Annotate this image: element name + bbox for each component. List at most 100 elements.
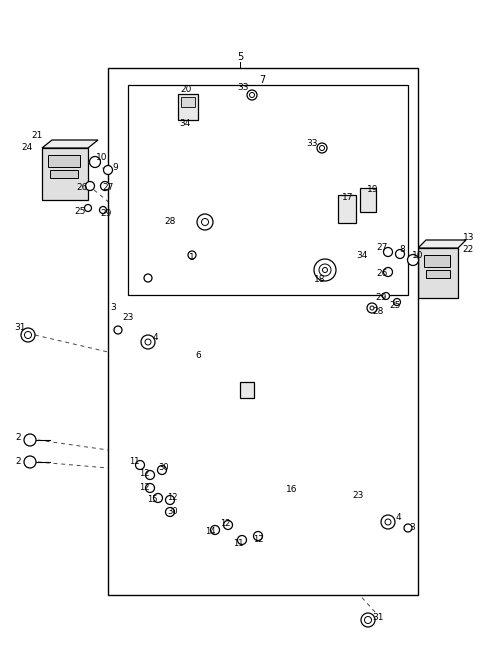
Circle shape: [320, 146, 324, 150]
Circle shape: [24, 331, 32, 338]
Text: 33: 33: [306, 138, 318, 148]
Text: 12: 12: [139, 468, 149, 478]
Text: 12: 12: [253, 535, 263, 544]
Bar: [424, 255, 450, 267]
Polygon shape: [155, 92, 405, 132]
Circle shape: [145, 339, 151, 345]
Circle shape: [404, 524, 412, 532]
Text: 4: 4: [395, 514, 401, 522]
Text: 14: 14: [205, 527, 215, 537]
Circle shape: [361, 613, 375, 627]
Circle shape: [154, 493, 163, 502]
Text: 2: 2: [15, 457, 21, 466]
Circle shape: [253, 531, 263, 541]
Text: 3: 3: [110, 304, 116, 312]
Text: 26: 26: [376, 270, 388, 279]
Text: 1: 1: [189, 253, 195, 262]
Circle shape: [224, 520, 232, 529]
Text: 28: 28: [372, 308, 384, 316]
Text: 2: 2: [15, 434, 21, 443]
Text: 11: 11: [233, 539, 243, 548]
Bar: [426, 270, 450, 278]
Text: 27: 27: [102, 184, 114, 192]
Text: 26: 26: [76, 184, 88, 192]
Circle shape: [211, 525, 219, 535]
Polygon shape: [138, 383, 372, 518]
Text: 5: 5: [237, 52, 243, 62]
Text: 17: 17: [342, 192, 354, 201]
Circle shape: [166, 508, 175, 516]
Circle shape: [21, 328, 35, 342]
Circle shape: [24, 434, 36, 446]
Text: 33: 33: [237, 83, 249, 92]
Text: 34: 34: [356, 251, 368, 260]
Polygon shape: [418, 240, 466, 248]
Circle shape: [188, 251, 196, 259]
Circle shape: [114, 326, 122, 334]
Polygon shape: [42, 148, 88, 200]
Circle shape: [384, 247, 393, 256]
Bar: [128, 85, 408, 295]
Circle shape: [144, 274, 152, 282]
Circle shape: [394, 298, 400, 306]
Circle shape: [364, 617, 372, 623]
Text: 31: 31: [372, 613, 384, 623]
Text: 20: 20: [180, 85, 192, 94]
Circle shape: [381, 515, 395, 529]
Circle shape: [104, 165, 112, 174]
Polygon shape: [42, 140, 98, 148]
Circle shape: [141, 335, 155, 349]
Text: 25: 25: [389, 302, 401, 310]
Circle shape: [370, 306, 374, 310]
Circle shape: [197, 214, 213, 230]
Text: 24: 24: [22, 142, 33, 152]
Text: 12: 12: [139, 483, 149, 491]
Circle shape: [166, 495, 175, 504]
Bar: [108, 68, 418, 595]
Text: 12: 12: [220, 518, 230, 527]
Bar: [338, 195, 356, 223]
Text: 28: 28: [164, 218, 176, 226]
Circle shape: [85, 182, 95, 190]
Text: 9: 9: [112, 163, 118, 171]
Text: 13: 13: [463, 234, 475, 243]
Text: 30: 30: [168, 508, 178, 516]
Circle shape: [100, 182, 109, 190]
Text: 21: 21: [31, 131, 43, 140]
Text: 12: 12: [167, 493, 177, 502]
Circle shape: [24, 456, 36, 468]
Text: 16: 16: [286, 485, 298, 495]
Text: 15: 15: [147, 495, 157, 504]
Circle shape: [319, 264, 331, 276]
Bar: [181, 97, 195, 107]
Text: 23: 23: [122, 314, 134, 323]
Polygon shape: [370, 400, 400, 524]
Text: 19: 19: [367, 186, 379, 194]
Circle shape: [323, 268, 327, 272]
Text: 31: 31: [14, 323, 26, 333]
Text: 23: 23: [352, 491, 364, 499]
Circle shape: [367, 303, 377, 313]
Text: 34: 34: [180, 119, 191, 129]
Circle shape: [157, 466, 167, 474]
Circle shape: [384, 268, 393, 276]
Circle shape: [202, 218, 208, 226]
Circle shape: [89, 157, 100, 167]
Text: 8: 8: [399, 245, 405, 255]
Circle shape: [99, 207, 107, 213]
Text: 27: 27: [376, 243, 388, 253]
Text: 22: 22: [462, 245, 473, 255]
Text: 4: 4: [152, 333, 158, 342]
Circle shape: [84, 205, 92, 211]
Text: 10: 10: [412, 251, 424, 260]
Circle shape: [247, 90, 257, 100]
Circle shape: [383, 293, 389, 300]
Bar: [50, 170, 78, 178]
Text: 29: 29: [100, 209, 112, 218]
Circle shape: [317, 143, 327, 153]
Text: 3: 3: [409, 523, 415, 533]
Polygon shape: [375, 118, 405, 268]
Bar: [360, 188, 376, 212]
Text: 25: 25: [74, 207, 86, 216]
Circle shape: [314, 259, 336, 281]
